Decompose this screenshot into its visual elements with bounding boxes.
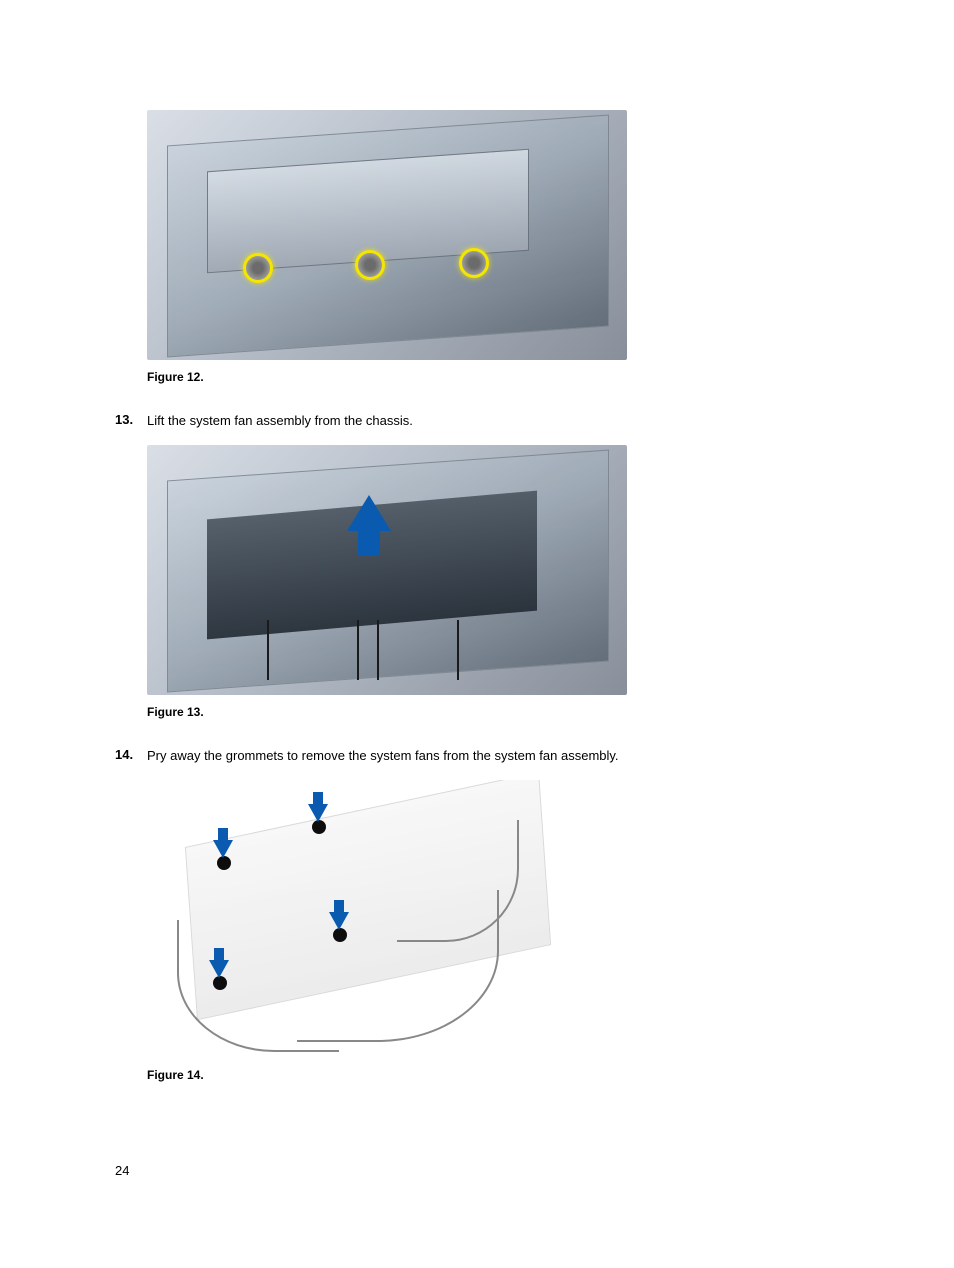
- figure-12-block: Figure 12.: [147, 110, 839, 384]
- figure-14-block: Figure 14.: [147, 780, 839, 1082]
- step-number: 14.: [115, 747, 147, 762]
- step-14: 14. Pry away the grommets to remove the …: [115, 747, 839, 766]
- figure-13-block: Figure 13.: [147, 445, 839, 719]
- arrow-down-icon: [213, 840, 233, 858]
- fan-cable-shape: [377, 620, 379, 680]
- page-number: 24: [115, 1163, 129, 1178]
- grommet-icon: [217, 856, 231, 870]
- figure-13-image: [147, 445, 627, 695]
- grommet-icon: [312, 820, 326, 834]
- manual-page: Figure 12. 13. Lift the system fan assem…: [0, 0, 954, 1268]
- screw-highlight-icon: [355, 250, 385, 280]
- arrow-up-icon: [347, 495, 391, 531]
- arrow-down-icon: [308, 804, 328, 822]
- step-text: Pry away the grommets to remove the syst…: [147, 747, 619, 766]
- step-number: 13.: [115, 412, 147, 427]
- screw-highlight-icon: [243, 253, 273, 283]
- step-13: 13. Lift the system fan assembly from th…: [115, 412, 839, 431]
- fan-cable-shape: [267, 620, 269, 680]
- figure-14-image: [147, 780, 627, 1058]
- fan-cable-shape: [357, 620, 359, 680]
- figure-13-caption: Figure 13.: [147, 705, 839, 719]
- figure-12-caption: Figure 12.: [147, 370, 839, 384]
- figure-14-caption: Figure 14.: [147, 1068, 839, 1082]
- fan-cable-shape: [177, 920, 339, 1052]
- screw-highlight-icon: [459, 248, 489, 278]
- fan-cable-shape: [457, 620, 459, 680]
- step-text: Lift the system fan assembly from the ch…: [147, 412, 413, 431]
- figure-12-image: [147, 110, 627, 360]
